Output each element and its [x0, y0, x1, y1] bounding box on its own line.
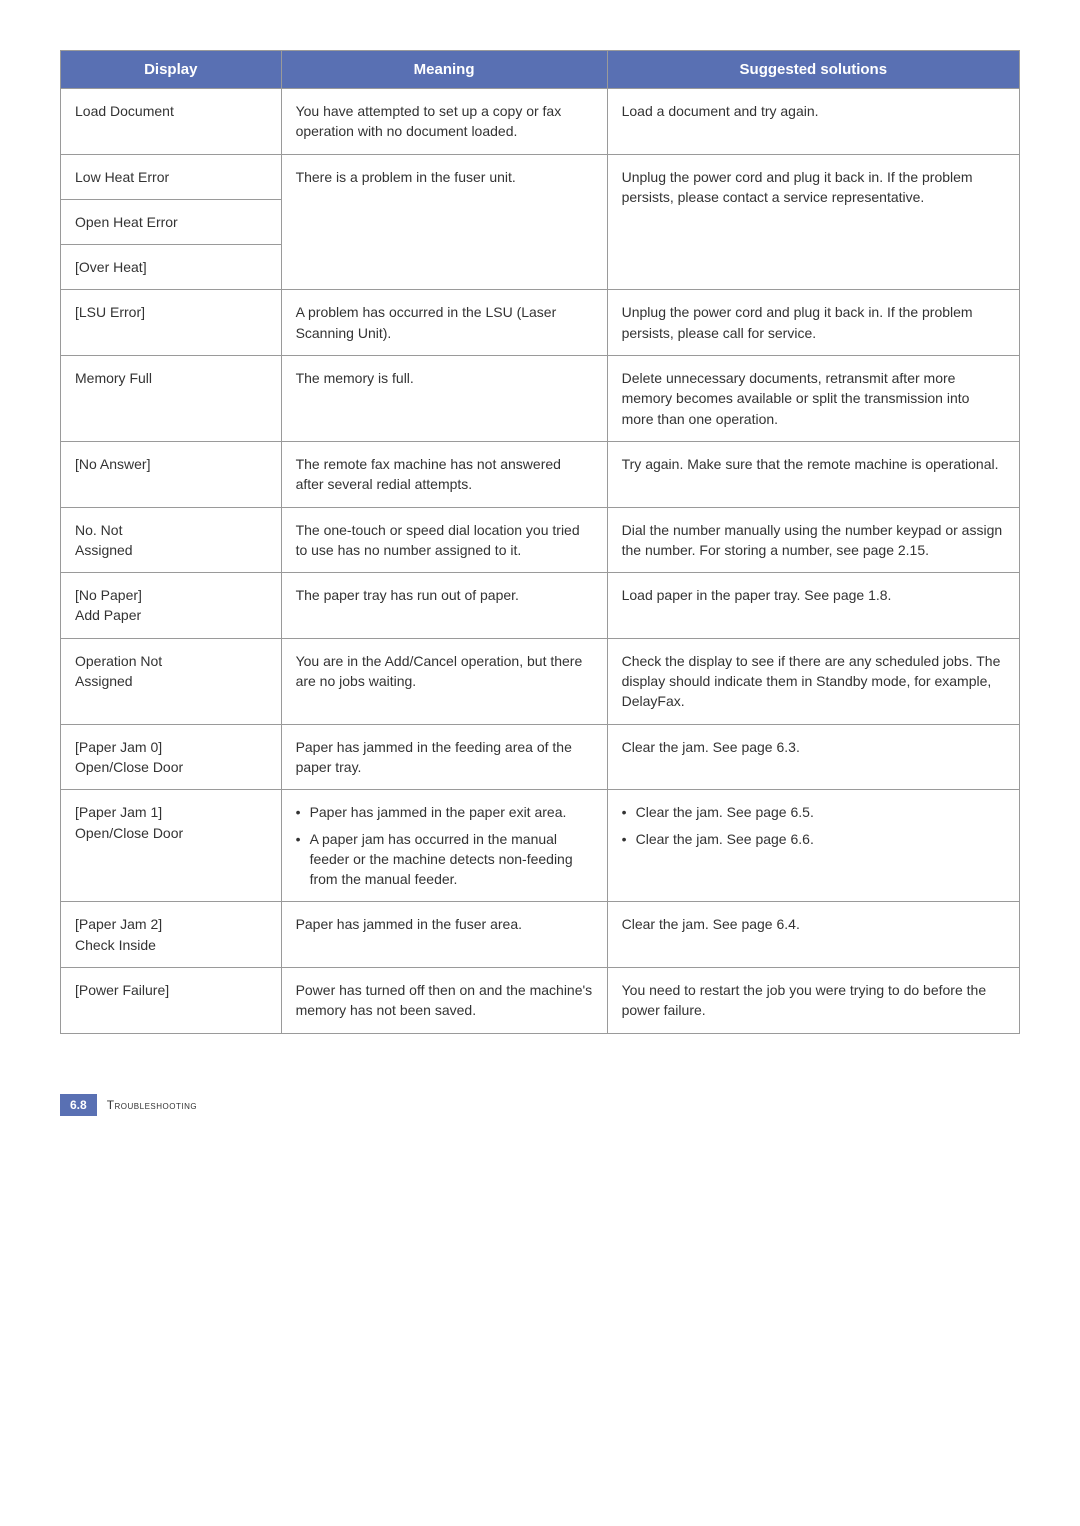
- cell-solution: Unplug the power cord and plug it back i…: [607, 290, 1019, 356]
- cell-display: [Paper Jam 2]Check Inside: [61, 902, 282, 968]
- cell-solution: Unplug the power cord and plug it back i…: [607, 154, 1019, 290]
- table-row: No. NotAssignedThe one-touch or speed di…: [61, 507, 1020, 573]
- cell-meaning: You are in the Add/Cancel operation, but…: [281, 638, 607, 724]
- solution-list-item: Clear the jam. See page 6.5.: [622, 802, 1005, 822]
- table-row: [No Paper]Add PaperThe paper tray has ru…: [61, 573, 1020, 639]
- table-row: Memory FullThe memory is full.Delete unn…: [61, 356, 1020, 442]
- meaning-list-item: Paper has jammed in the paper exit area.: [296, 802, 593, 822]
- cell-solution: Check the display to see if there are an…: [607, 638, 1019, 724]
- cell-display: No. NotAssigned: [61, 507, 282, 573]
- troubleshoot-table: Display Meaning Suggested solutions Load…: [60, 50, 1020, 1034]
- table-row: [LSU Error]A problem has occurred in the…: [61, 290, 1020, 356]
- table-row: [Paper Jam 1]Open/Close DoorPaper has ja…: [61, 790, 1020, 902]
- cell-solution: Clear the jam. See page 6.5. Clear the ja…: [607, 790, 1019, 902]
- cell-solution: You need to restart the job you were try…: [607, 968, 1019, 1034]
- cell-meaning: Paper has jammed in the paper exit area.…: [281, 790, 607, 902]
- table-row: [Power Failure]Power has turned off then…: [61, 968, 1020, 1034]
- table-row: Low Heat ErrorThere is a problem in the …: [61, 154, 1020, 199]
- table-row: Operation NotAssignedYou are in the Add/…: [61, 638, 1020, 724]
- cell-solution: Clear the jam. See page 6.3.: [607, 724, 1019, 790]
- cell-meaning: The remote fax machine has not answered …: [281, 441, 607, 507]
- meaning-list-item: A paper jam has occurred in the manual f…: [296, 829, 593, 890]
- table-row: [Paper Jam 0]Open/Close DoorPaper has ja…: [61, 724, 1020, 790]
- cell-meaning: The paper tray has run out of paper.: [281, 573, 607, 639]
- table-body: Load DocumentYou have attempted to set u…: [61, 89, 1020, 1034]
- header-solutions: Suggested solutions: [607, 51, 1019, 89]
- header-display: Display: [61, 51, 282, 89]
- cell-solution: Load a document and try again.: [607, 89, 1019, 155]
- cell-display: [Paper Jam 0]Open/Close Door: [61, 724, 282, 790]
- table-row: Load DocumentYou have attempted to set u…: [61, 89, 1020, 155]
- cell-solution: Delete unnecessary documents, retransmit…: [607, 356, 1019, 442]
- cell-display: Open Heat Error: [61, 199, 282, 244]
- cell-solution: Clear the jam. See page 6.4.: [607, 902, 1019, 968]
- cell-solution: Load paper in the paper tray. See page 1…: [607, 573, 1019, 639]
- cell-display: [Power Failure]: [61, 968, 282, 1034]
- cell-meaning: A problem has occurred in the LSU (Laser…: [281, 290, 607, 356]
- cell-meaning: The memory is full.: [281, 356, 607, 442]
- cell-solution: Try again. Make sure that the remote mac…: [607, 441, 1019, 507]
- cell-meaning: The one-touch or speed dial location you…: [281, 507, 607, 573]
- cell-solution: Dial the number manually using the numbe…: [607, 507, 1019, 573]
- page-footer: 6.8 Troubleshooting: [60, 1094, 1020, 1116]
- page-number-badge: 6.8: [60, 1094, 97, 1116]
- cell-meaning: There is a problem in the fuser unit.: [281, 154, 607, 290]
- table-row: [Paper Jam 2]Check InsidePaper has jamme…: [61, 902, 1020, 968]
- cell-display: [Paper Jam 1]Open/Close Door: [61, 790, 282, 902]
- cell-display: [No Paper]Add Paper: [61, 573, 282, 639]
- cell-display: Load Document: [61, 89, 282, 155]
- header-meaning: Meaning: [281, 51, 607, 89]
- cell-display: Low Heat Error: [61, 154, 282, 199]
- solution-list-item: Clear the jam. See page 6.6.: [622, 829, 1005, 849]
- cell-display: [LSU Error]: [61, 290, 282, 356]
- cell-display: Operation NotAssigned: [61, 638, 282, 724]
- cell-display: [No Answer]: [61, 441, 282, 507]
- cell-display: [Over Heat]: [61, 245, 282, 290]
- cell-meaning: You have attempted to set up a copy or f…: [281, 89, 607, 155]
- table-header-row: Display Meaning Suggested solutions: [61, 51, 1020, 89]
- cell-meaning: Paper has jammed in the feeding area of …: [281, 724, 607, 790]
- table-row: [No Answer]The remote fax machine has no…: [61, 441, 1020, 507]
- cell-display: Memory Full: [61, 356, 282, 442]
- cell-meaning: Paper has jammed in the fuser area.: [281, 902, 607, 968]
- cell-meaning: Power has turned off then on and the mac…: [281, 968, 607, 1034]
- footer-section-label: Troubleshooting: [107, 1098, 197, 1112]
